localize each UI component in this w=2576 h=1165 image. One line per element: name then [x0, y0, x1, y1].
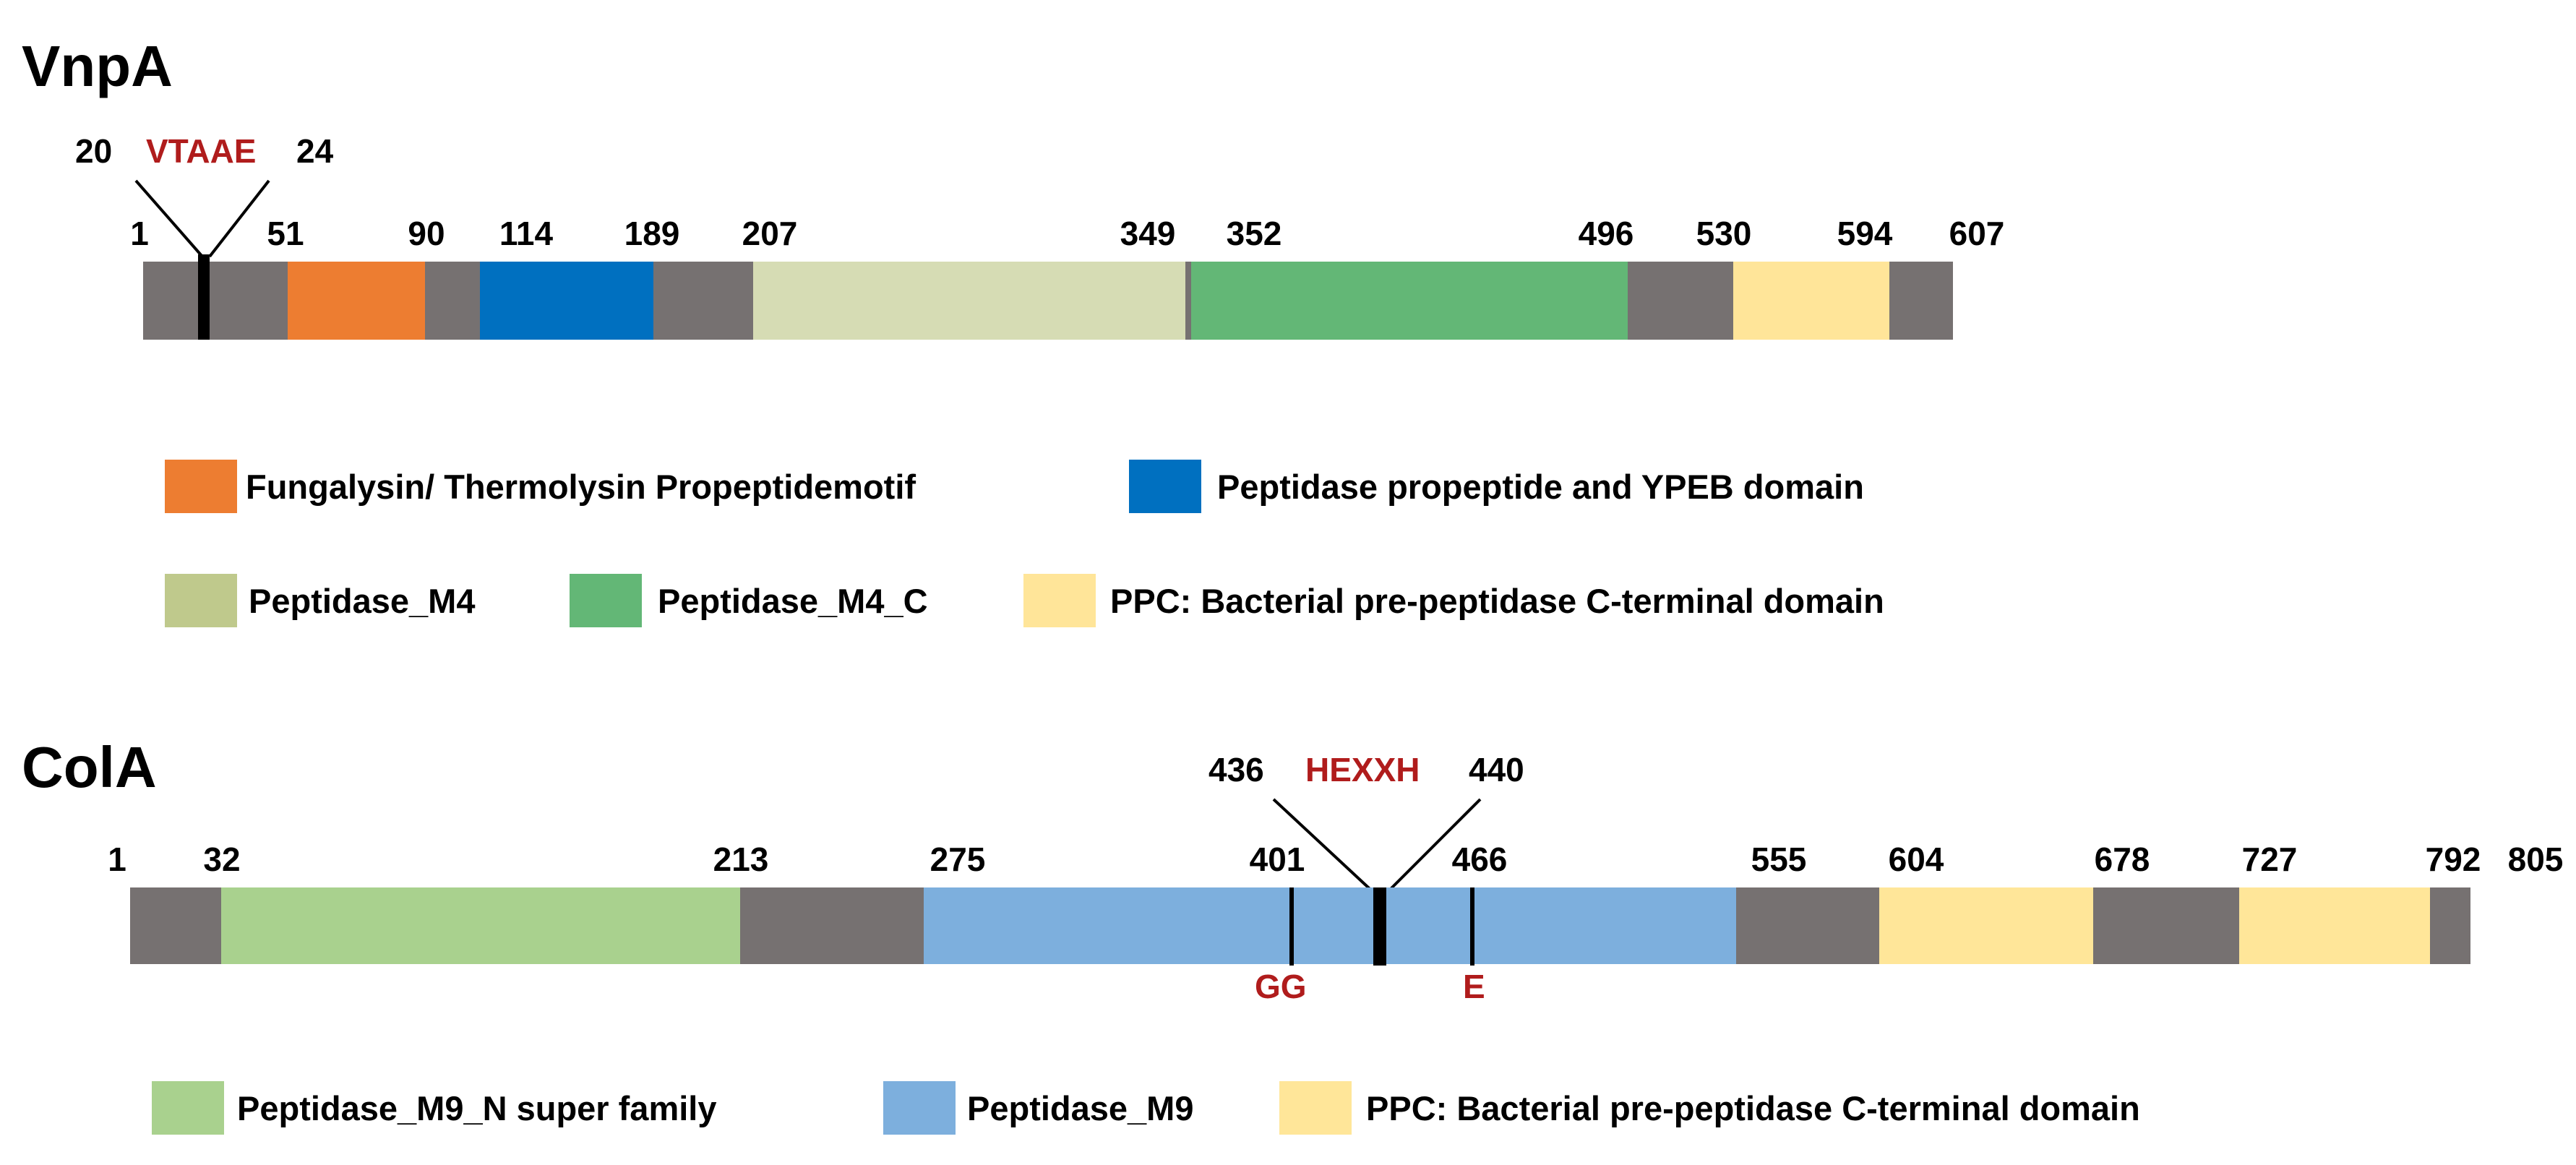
cola-pos-401: 401: [1249, 841, 1305, 878]
vnpa-pos-607: 607: [1949, 215, 2005, 252]
vnpa-pos-1: 1: [130, 215, 149, 252]
cola-pos-1: 1: [108, 841, 126, 878]
cola-seg-ppc-1: [1879, 887, 2093, 964]
vnpa-pos-352: 352: [1226, 215, 1282, 252]
cola-seg-m9: [924, 887, 1736, 964]
vnpa-motif-sequence: VTAAE: [146, 132, 257, 170]
cola-pos-792: 792: [2425, 841, 2481, 878]
vnpa-pos-349: 349: [1120, 215, 1176, 252]
vnpa-motif-start: 20: [75, 132, 113, 170]
cola-legend-label-ppc: PPC: Bacterial pre-peptidase C-terminal …: [1366, 1089, 2140, 1127]
vnpa-pos-530: 530: [1696, 215, 1752, 252]
vnpa-pos-496: 496: [1578, 215, 1634, 252]
vnpa-seg-peptidase-m4-c: [1191, 262, 1628, 340]
vnpa-legend-swatch-ppc: [1023, 574, 1096, 627]
vnpa-motif-end: 24: [296, 132, 334, 170]
cola-title: ColA: [22, 735, 157, 799]
cola-pos-466: 466: [1451, 841, 1508, 878]
cola-pos-678: 678: [2094, 841, 2150, 878]
vnpa-legend-swatch-m4c: [570, 574, 642, 627]
vnpa-pos-189: 189: [624, 215, 680, 252]
vnpa-legend-label-ypeb: Peptidase propeptide and YPEB domain: [1217, 468, 1864, 506]
cola-pos-275: 275: [929, 841, 986, 878]
cola-site-marker-gg: [1289, 887, 1294, 966]
vnpa-pos-594: 594: [1837, 215, 1893, 252]
cola-pos-727: 727: [2241, 841, 2298, 878]
cola-pos-555: 555: [1751, 841, 1807, 878]
vnpa-legend-label-propeptide: Fungalysin/ Thermolysin Propeptidemotif: [246, 468, 916, 506]
cola-site-label-e: E: [1463, 968, 1485, 1005]
cola-motif-start: 436: [1208, 751, 1264, 788]
cola-legend-label-m9n: Peptidase_M9_N super family: [237, 1089, 717, 1127]
vnpa-motif-marker: [198, 254, 210, 340]
vnpa-seg-ppc-domain: [1733, 262, 1889, 340]
cola-pos-32: 32: [203, 841, 241, 878]
cola-motif-marker: [1373, 887, 1386, 966]
cola-legend-swatch-m9: [883, 1081, 956, 1135]
cola-legend-swatch-ppc: [1279, 1081, 1352, 1135]
vnpa-pos-51: 51: [267, 215, 304, 252]
cola-pos-213: 213: [713, 841, 769, 878]
cola-legend-swatch-m9n: [152, 1081, 224, 1135]
cola-site-label-gg: GG: [1255, 968, 1307, 1005]
vnpa-legend-swatch-ypeb: [1129, 460, 1201, 513]
vnpa-seg-ypeb-domain: [480, 262, 653, 340]
cola-legend-label-m9: Peptidase_M9: [967, 1089, 1194, 1127]
vnpa-legend-label-m4: Peptidase_M4: [249, 582, 476, 620]
cola-motif-sequence: HEXXH: [1305, 751, 1420, 788]
vnpa-pos-114: 114: [499, 215, 554, 252]
vnpa-legend-swatch-propeptide: [165, 460, 237, 513]
vnpa-legend-swatch-m4: [165, 574, 237, 627]
cola-pos-805: 805: [2507, 841, 2564, 878]
vnpa-seg-propeptide-motif: [288, 262, 425, 340]
cola-seg-ppc-2: [2239, 887, 2430, 964]
cola-motif-end: 440: [1469, 751, 1524, 788]
vnpa-pos-90: 90: [408, 215, 445, 252]
vnpa-pos-207: 207: [742, 215, 798, 252]
cola-site-marker-e: [1470, 887, 1474, 966]
cola-pos-604: 604: [1888, 841, 1944, 878]
cola-seg-m9n: [221, 887, 740, 964]
vnpa-seg-peptidase-m4: [753, 262, 1185, 340]
vnpa-title: VnpA: [22, 34, 173, 98]
vnpa-legend-label-ppc: PPC: Bacterial pre-peptidase C-terminal …: [1110, 582, 1884, 620]
vnpa-legend-label-m4c: Peptidase_M4_C: [658, 582, 928, 620]
